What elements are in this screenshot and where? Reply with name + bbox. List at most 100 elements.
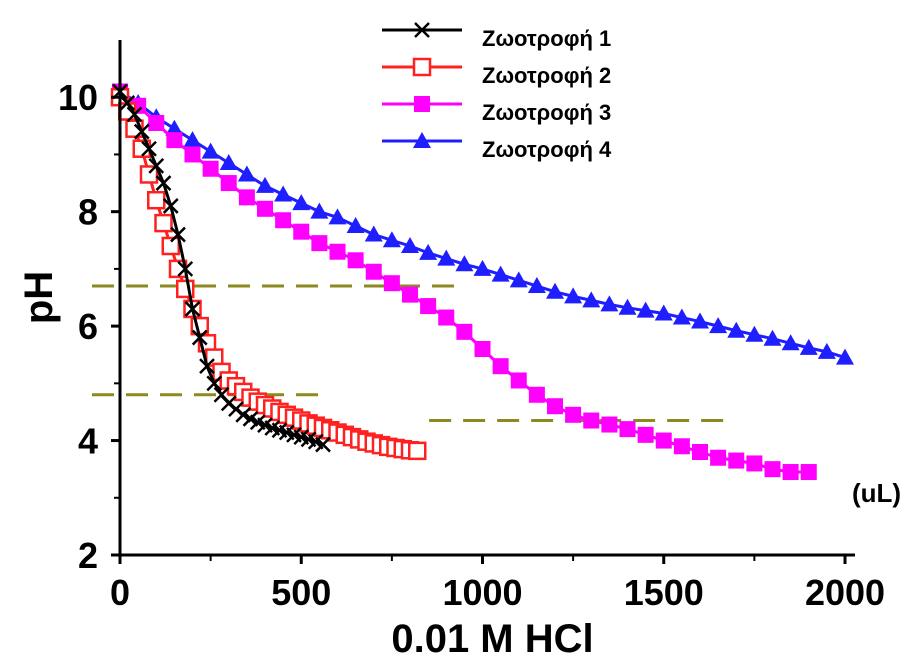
data-point-marker [162,198,179,214]
data-point-marker [673,438,690,455]
data-point-marker [781,334,800,351]
data-point-marker [600,295,619,312]
data-point-marker [275,212,292,229]
data-point-marker [364,225,383,242]
data-point-marker [547,398,563,415]
data-point-marker [141,140,157,157]
data-point-marker [618,298,637,315]
data-point-marker [836,348,854,365]
legend-label: Ζωοτροφή 2 [482,63,611,88]
data-point-marker [147,190,166,210]
y-axis-title: pH [17,271,61,324]
data-point-marker [293,223,310,240]
legend-item-3: Ζωοτροφή 3 [382,96,611,125]
data-point-marker [184,301,201,317]
data-point-marker [201,142,220,159]
legend-item-4: Ζωοτροφή 4 [382,132,612,162]
data-point-marker [199,358,215,375]
data-point-marker [382,231,401,248]
data-point-marker [565,406,582,423]
data-point-marker [672,308,691,325]
data-point-marker [782,464,799,481]
data-point-marker [257,200,273,217]
data-point-marker [177,261,194,277]
legend-label: Ζωοτροφή 3 [482,100,611,125]
data-point-marker [746,455,763,472]
data-point-marker [510,372,527,389]
y-tick-label: 2 [78,535,98,576]
data-point-marker [419,243,438,260]
legend-item-1: Ζωοτροφή 1 [382,22,611,51]
x-tick-label: 1500 [624,572,704,613]
data-point-marker [206,375,223,392]
axes [111,40,855,564]
x-axis-title: 0.01 M HCl [391,617,593,661]
data-point-marker [492,358,509,375]
data-point-marker [347,252,364,269]
data-point-marker [315,436,331,453]
data-point-marker [292,194,311,211]
x-tick-label: 1000 [442,572,522,613]
data-point-marker [148,158,165,174]
data-point-marker [637,426,654,443]
data-point-marker [527,277,546,294]
data-point-marker [601,416,618,433]
data-point-marker [161,236,180,256]
data-point-marker [165,119,184,136]
data-point-marker [154,213,173,233]
data-point-marker [564,287,583,304]
data-point-marker [235,406,252,423]
data-point-marker [346,216,365,233]
tick-labels: 0 500 1000 1500 2000 2 4 6 8 10 [58,77,885,613]
x-tick-label: 500 [271,572,331,613]
legend-item-2: Ζωοτροφή 2 [382,57,611,88]
data-point-marker [691,312,709,329]
data-point-marker [582,291,601,308]
data-point-marker [191,329,208,346]
data-point-marker [126,106,143,123]
y-tick-label: 4 [78,421,98,462]
series-layer [110,82,854,481]
data-point-marker [414,22,430,38]
data-point-marker [528,386,545,403]
data-point-marker [509,271,528,288]
series-3 [112,83,817,481]
series-2 [110,87,427,461]
y-tick-label: 8 [78,192,98,233]
data-point-marker [365,263,382,280]
data-point-marker [745,325,764,342]
data-point-marker [764,461,781,478]
data-point-marker [817,342,836,359]
data-point-marker [655,432,672,449]
data-point-marker [763,329,782,346]
data-point-marker [256,176,274,193]
data-point-marker [274,185,293,202]
data-point-marker [727,321,746,338]
data-point-marker [329,243,346,260]
data-point-marker [184,146,201,163]
x-tick-label: 0 [110,572,130,613]
x-axis-unit: (uL) [852,478,901,508]
data-point-marker [583,412,600,429]
data-point-marker [183,131,202,148]
data-point-marker [800,464,817,481]
data-point-marker [310,202,329,219]
data-point-marker [619,421,636,438]
data-point-marker [311,235,328,252]
data-point-marker [438,309,455,326]
data-point-marker [709,317,728,334]
data-point-marker [219,154,238,171]
data-point-marker [408,441,427,461]
data-point-marker [420,298,437,315]
data-point-marker [412,57,432,77]
series-1 [112,83,331,453]
data-point-marker [414,96,430,112]
data-point-marker [133,123,150,140]
data-point-marker [383,275,400,292]
data-point-marker [328,208,347,225]
data-point-marker [220,175,237,192]
y-tick-label: 10 [58,77,98,118]
data-point-marker [491,265,510,282]
legend-label: Ζωοτροφή 4 [482,137,612,162]
